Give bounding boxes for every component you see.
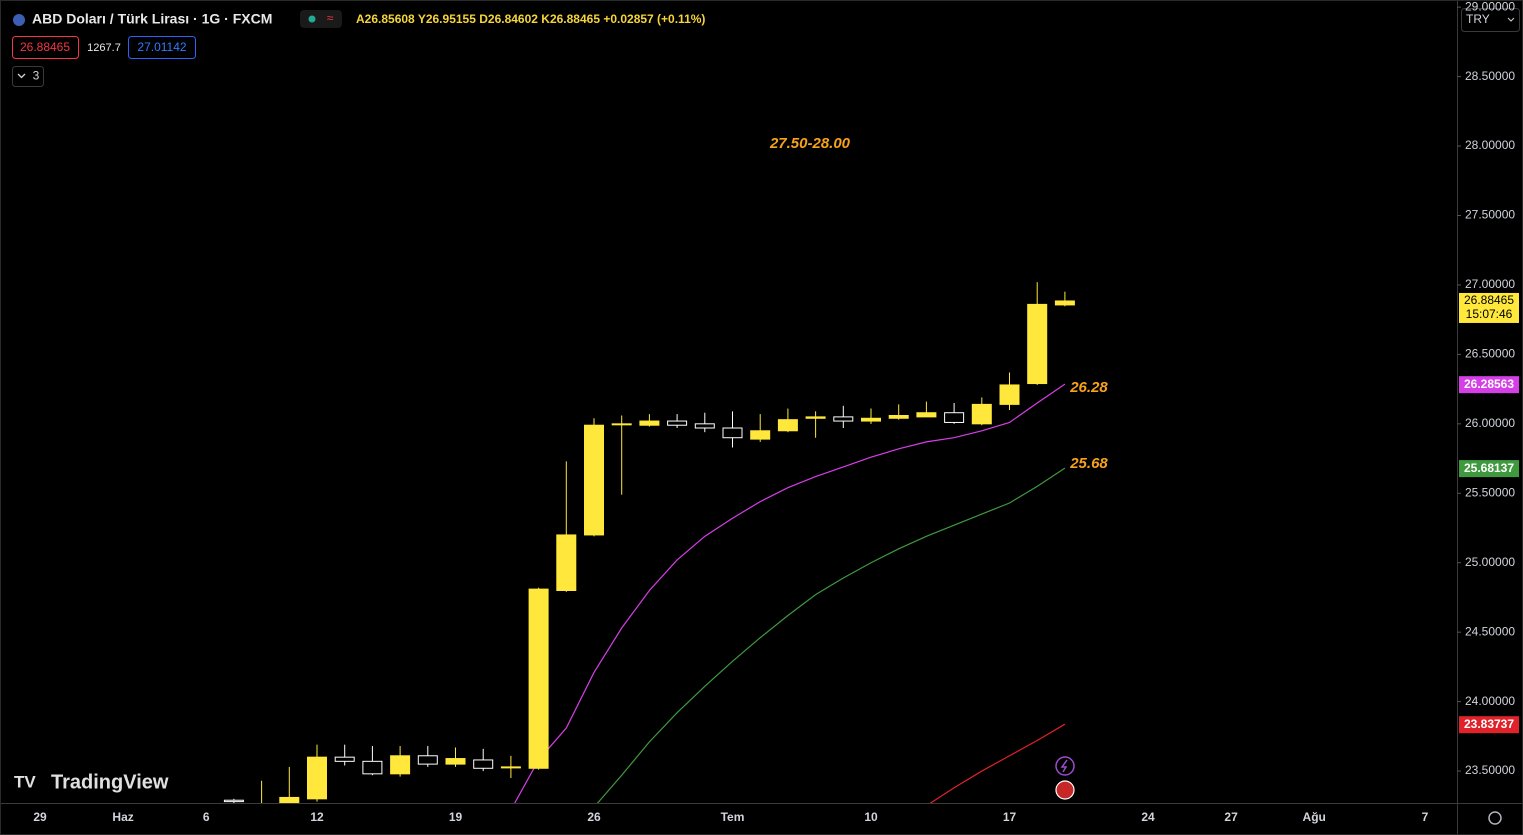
candle-body [971,403,992,425]
y-tick-label: 24.50000 [1465,624,1515,638]
candle-body [279,796,300,803]
status-pill[interactable] [300,10,342,28]
candle-body [777,419,798,432]
symbol-flag [13,14,25,26]
annotation: 25.68 [1069,455,1108,472]
candle-body [473,759,494,769]
x-tick-label: Haz [112,810,133,824]
indicators-toggle[interactable] [12,66,44,87]
chevron-icon [1507,17,1515,22]
event-icon[interactable] [1055,756,1075,776]
y-tick-label: 27.50000 [1465,208,1515,222]
lightning-icon [1060,759,1068,773]
x-tick-label: Ağu [1303,810,1326,824]
symbol-title: ABD Doları / Türk Lirası · 1G · FXCM [32,11,272,27]
candle-body [528,588,549,769]
last-price-tag [1459,292,1519,323]
candle-body [833,416,854,422]
price-tag [1459,460,1519,478]
x-tick-label: 24 [1141,810,1155,824]
candle-body [334,756,355,762]
candle-body [750,430,771,440]
x-tick-label: 7 [1422,810,1429,824]
candle-body [861,417,881,422]
candle-body [611,423,632,426]
y-tick-label: 25.00000 [1465,555,1515,569]
y-tick-label: 26.50000 [1465,347,1515,361]
candle-body [500,766,521,769]
candle-body [556,534,577,592]
candle-body [916,412,937,418]
moving-average-line [596,467,1066,803]
sell-button[interactable] [12,36,79,59]
market-status [308,15,316,23]
y-tick-label: 26.00000 [1465,416,1515,430]
watermark: TradingView [51,771,169,793]
annotation: 27.50-28.00 [769,135,851,152]
moving-average-line [514,383,1066,803]
annotation: 26.28 [1069,379,1108,396]
indicators-count: 3 [33,69,40,83]
candle-body [223,799,244,803]
logo-mark: TV [14,772,36,791]
price-tag-label: 23.83737 [1464,717,1514,731]
y-tick-label: 28.00000 [1465,138,1515,152]
candle-body [999,384,1020,405]
x-tick-label: 29 [33,810,47,824]
currency-select[interactable] [1461,8,1520,32]
last-price: 26.88465 [1464,293,1514,307]
data-status: ≈ [327,11,334,25]
y-tick-label: 29.00000 [1465,0,1515,13]
settings-icon[interactable] [1488,811,1502,825]
currency: TRY [1466,12,1490,26]
y-tick-label: 24.00000 [1465,694,1515,708]
buy-button[interactable] [128,36,196,59]
candle-body [694,423,715,429]
plot-area [223,282,1075,803]
chevron-icon [17,73,26,79]
candle-body [944,412,965,423]
price-tag-label: 25.68137 [1464,461,1514,475]
economic-event-icon[interactable] [1055,780,1075,800]
candle-body [805,416,826,419]
candle-body [362,760,383,775]
price-tag [1459,376,1519,394]
x-tick-label: 27 [1224,810,1238,824]
candle-body [445,758,466,765]
buy-price: 27.01142 [137,40,186,54]
candle-body [722,427,743,439]
ohlc-legend: A26.85608 Y26.95155 D26.84602 K26.88465 … [356,12,705,26]
x-tick-label: 19 [449,810,463,824]
candle-body [307,756,327,800]
y-tick-label: 25.50000 [1465,485,1515,499]
x-tick-label: 12 [310,810,324,824]
y-tick-label: 23.50000 [1465,763,1515,777]
candle-body [1054,300,1075,306]
candle-body [1027,303,1048,385]
candle-body [390,755,411,775]
candle-body [639,420,660,426]
sell-price: 26.88465 [20,40,70,54]
price-tag-label: 26.28563 [1464,377,1514,391]
x-tick-label: 10 [864,810,878,824]
candle-body [667,420,688,426]
y-tick-label: 28.50000 [1465,69,1515,83]
y-tick-label: 27.00000 [1465,277,1515,291]
moving-average-line [929,723,1066,803]
price-tag [1459,716,1519,734]
candle-body [417,755,438,765]
countdown: 15:07:46 [1466,307,1513,321]
candle-body [888,415,909,419]
candle-body [584,424,604,536]
spread: 1267.7 [87,42,121,54]
x-tick-label: Tem [721,810,745,824]
x-tick-label: 26 [587,810,601,824]
x-tick-label: 17 [1003,810,1017,824]
x-tick-label: 6 [203,810,210,824]
